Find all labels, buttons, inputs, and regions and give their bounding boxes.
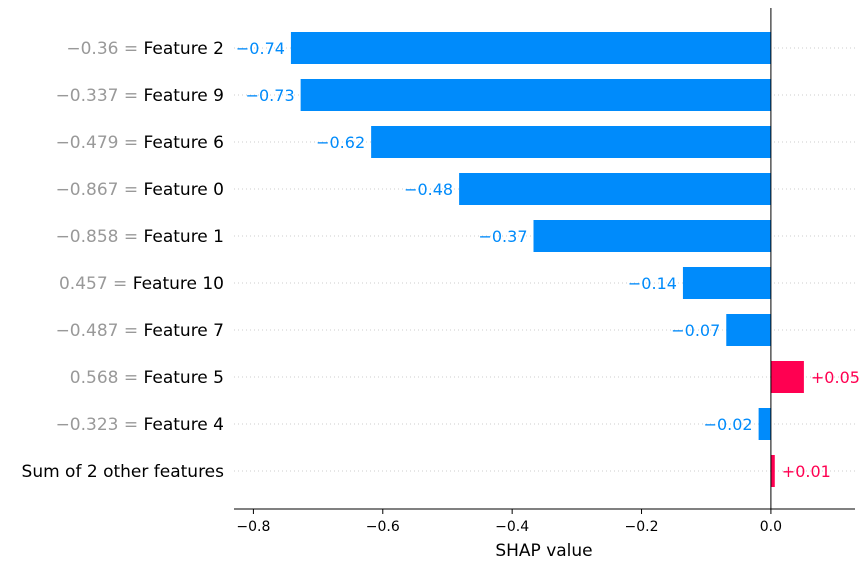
bar-value-label: +0.01 <box>782 462 831 481</box>
x-tick-label: −0.4 <box>495 519 529 535</box>
feature-name: Feature 0 <box>144 180 224 200</box>
x-axis: −0.8 −0.6 −0.4 −0.2 0.0 <box>234 508 855 535</box>
bar-value-label: −0.37 <box>478 227 527 246</box>
feature-value: −0.337 = <box>56 86 144 106</box>
feature-name: Feature 10 <box>133 274 224 294</box>
feature-name: Sum of 2 other features <box>22 462 225 482</box>
bars <box>290 32 804 487</box>
bar-feature-10 <box>682 267 771 299</box>
feature-name: Feature 2 <box>144 39 224 59</box>
bar-feature-4 <box>758 408 771 440</box>
bar-feature-9 <box>300 79 771 111</box>
x-tick-label: −0.8 <box>236 519 270 535</box>
feature-label: 0.568 = Feature 5 <box>70 368 224 388</box>
feature-value: −0.36 = <box>66 39 143 59</box>
feature-value: 0.568 = <box>70 368 144 388</box>
bar-feature-7 <box>726 314 771 346</box>
bar-value-label: −0.62 <box>316 133 365 152</box>
bar-value-label: −0.02 <box>704 415 753 434</box>
feature-name: Feature 7 <box>144 321 224 341</box>
bar-feature-0 <box>459 173 771 205</box>
feature-label: −0.867 = Feature 0 <box>56 180 224 200</box>
bar-value-label: −0.48 <box>404 180 453 199</box>
bar-value-label: +0.05 <box>811 368 860 387</box>
bar-feature-5 <box>770 361 804 393</box>
x-axis-label: SHAP value <box>495 541 592 561</box>
feature-label: Sum of 2 other features <box>22 462 225 482</box>
feature-name: Feature 9 <box>144 86 224 106</box>
bar-sum-of-2-other-features <box>770 455 775 487</box>
feature-value: −0.479 = <box>56 133 144 153</box>
bar-feature-1 <box>533 220 771 252</box>
bar-value-labels: −0.74 −0.73 −0.62 −0.48 −0.37 −0.14 −0.07 +0.05… <box>236 39 860 481</box>
bar-value-label: −0.73 <box>246 86 295 105</box>
bar-value-label: −0.07 <box>671 321 720 340</box>
x-tick-label: −0.6 <box>366 519 400 535</box>
bar-feature-6 <box>371 126 771 158</box>
x-tick-label: 0.0 <box>760 519 782 535</box>
feature-label: −0.337 = Feature 9 <box>56 86 224 106</box>
feature-label: −0.858 = Feature 1 <box>56 227 224 247</box>
feature-value: −0.867 = <box>56 180 144 200</box>
feature-labels: −0.36 = Feature 2 −0.337 = Feature 9 −0.47… <box>22 39 225 482</box>
feature-name: Feature 6 <box>144 133 224 153</box>
feature-label: 0.457 = Feature 10 <box>59 274 224 294</box>
feature-name: Feature 5 <box>144 368 224 388</box>
feature-label: −0.36 = Feature 2 <box>66 39 224 59</box>
feature-value: 0.457 = <box>59 274 133 294</box>
feature-name: Feature 1 <box>144 227 224 247</box>
feature-name: Feature 4 <box>144 415 224 435</box>
feature-label: −0.479 = Feature 6 <box>56 133 224 153</box>
row-guides <box>234 47 855 472</box>
feature-value: −0.487 = <box>56 321 144 341</box>
bar-value-label: −0.74 <box>236 39 285 58</box>
feature-label: −0.487 = Feature 7 <box>56 321 224 341</box>
feature-value: −0.858 = <box>56 227 144 247</box>
bar-feature-2 <box>290 32 771 64</box>
feature-value: −0.323 = <box>56 415 144 435</box>
bar-value-label: −0.14 <box>628 274 677 293</box>
feature-label: −0.323 = Feature 4 <box>56 415 224 435</box>
x-tick-label: −0.2 <box>625 519 659 535</box>
